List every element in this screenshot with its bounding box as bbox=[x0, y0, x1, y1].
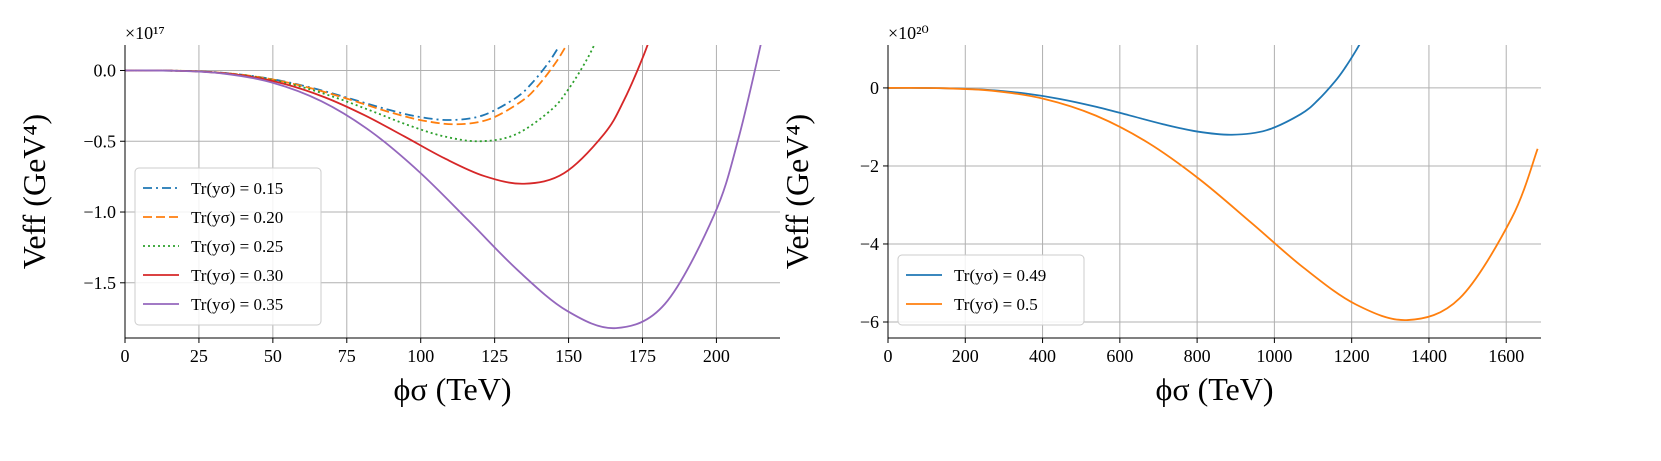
legend-box bbox=[897, 254, 1085, 326]
legend-label: Tr(yσ) = 0.5 bbox=[954, 295, 1038, 314]
x-tick-label: 150 bbox=[555, 346, 582, 366]
x-tick-label: 1000 bbox=[1256, 346, 1292, 366]
x-tick-label: 800 bbox=[1184, 346, 1211, 366]
x-tick-label: 125 bbox=[481, 346, 508, 366]
x-tick-label: 1200 bbox=[1334, 346, 1370, 366]
x-tick-label: 200 bbox=[703, 346, 730, 366]
x-tick-label: 200 bbox=[952, 346, 979, 366]
y-tick-label: −4 bbox=[860, 234, 879, 254]
y-tick-label: −6 bbox=[860, 312, 879, 332]
line bbox=[125, 45, 596, 143]
legend-label: Tr(yσ) = 0.25 bbox=[191, 237, 283, 256]
y-multiplier: ×10¹⁷ bbox=[125, 23, 165, 43]
x-tick-label: 1400 bbox=[1411, 346, 1447, 366]
x-axis-label: ϕσ (TeV) bbox=[393, 371, 511, 407]
y-multiplier: ×10²⁰ bbox=[888, 23, 929, 43]
x-tick-label: 75 bbox=[338, 346, 356, 366]
y-tick-label: −1.5 bbox=[83, 273, 116, 293]
legend-label: Tr(yσ) = 0.49 bbox=[954, 266, 1046, 285]
y-axis-label: Veff (GeV⁴) bbox=[16, 114, 52, 269]
y-tick-label: 0 bbox=[870, 78, 879, 98]
legend-label: Tr(yσ) = 0.30 bbox=[191, 266, 283, 285]
x-tick-label: 0 bbox=[884, 346, 893, 366]
y-tick-label: 0.0 bbox=[94, 60, 117, 80]
x-tick-label: 600 bbox=[1106, 346, 1133, 366]
x-tick-label: 50 bbox=[264, 346, 282, 366]
line bbox=[125, 45, 649, 185]
line bbox=[888, 86, 1539, 321]
x-tick-label: 400 bbox=[1029, 346, 1056, 366]
y-axis-label: Veff (GeV⁴) bbox=[779, 114, 815, 269]
subplot: 0 200 400 600 800 1000 1200 1400 1600 0 −2 −4 −6 ×10²… bbox=[779, 23, 1541, 407]
line bbox=[125, 46, 567, 126]
legend-label: Tr(yσ) = 0.20 bbox=[191, 208, 283, 227]
line bbox=[125, 48, 559, 121]
x-tick-label: 100 bbox=[407, 346, 434, 366]
legend-label: Tr(yσ) = 0.15 bbox=[191, 179, 283, 198]
y-tick-label: −2 bbox=[860, 156, 879, 176]
y-tick-label: −0.5 bbox=[83, 131, 116, 151]
line bbox=[888, 45, 1361, 136]
x-tick-label: 25 bbox=[190, 346, 208, 366]
x-tick-label: 0 bbox=[121, 346, 130, 366]
x-tick-label: 1600 bbox=[1488, 346, 1524, 366]
legend-box bbox=[134, 167, 322, 326]
y-tick-label: −1.0 bbox=[83, 202, 116, 222]
line bbox=[125, 45, 762, 329]
x-axis-label: ϕσ (TeV) bbox=[1155, 371, 1273, 407]
subplot: 0 25 50 75 100 125 150 175 200 0.0 −0.5 −1.0 −1.5 ×10… bbox=[16, 23, 780, 407]
x-tick-label: 175 bbox=[629, 346, 656, 366]
legend-label: Tr(yσ) = 0.35 bbox=[191, 295, 283, 314]
